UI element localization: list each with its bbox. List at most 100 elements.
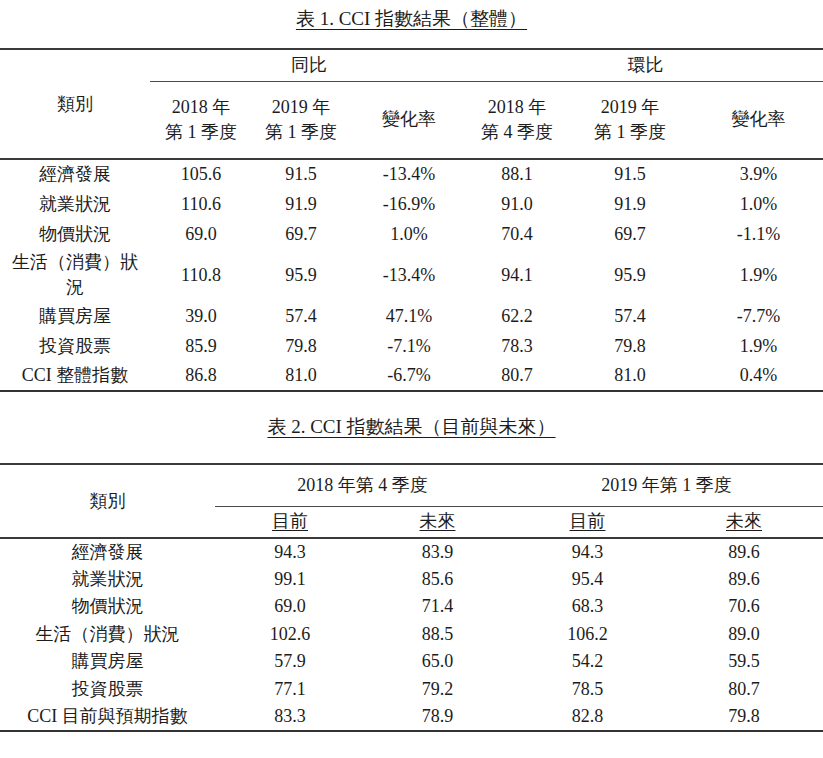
value-cell: 70.4	[468, 219, 566, 249]
col-header: 2018 年 第 4 季度	[468, 81, 566, 159]
value-cell: 83.9	[365, 538, 510, 566]
value-cell: 1.0%	[350, 219, 468, 249]
row-category: 投資股票	[0, 331, 150, 361]
document-page: { "page": { "background": "#ffffff", "in…	[0, 0, 823, 758]
row-category: 經濟發展	[0, 538, 215, 566]
value-cell: 81.0	[566, 361, 694, 391]
col-header: 2019 年 第 1 季度	[252, 81, 350, 159]
value-cell: 110.6	[150, 189, 252, 219]
col-header: 2018 年 第 1 季度	[150, 81, 252, 159]
value-cell: 91.9	[566, 189, 694, 219]
value-cell: 85.9	[150, 331, 252, 361]
value-cell: 94.1	[468, 249, 566, 301]
value-cell: 78.5	[510, 676, 665, 704]
group-header-yoy: 同比	[150, 49, 468, 81]
col-header: 變化率	[350, 81, 468, 159]
value-cell: 89.0	[665, 621, 823, 649]
table2-title-text: 表 2. CCI 指數結果（目前與未來）	[267, 416, 555, 437]
value-cell: 77.1	[215, 676, 365, 704]
table-header-row: 類別 同比 環比	[0, 49, 823, 81]
value-cell: -7.1%	[350, 331, 468, 361]
value-cell: 71.4	[365, 593, 510, 621]
row-category: 物價狀況	[0, 219, 150, 249]
table-row: CCI 目前與預期指數 83.3 78.9 82.8 79.8	[0, 703, 823, 731]
value-cell: 80.7	[665, 676, 823, 704]
table1-title-text: 表 1. CCI 指數結果（整體）	[296, 8, 527, 29]
table2-cci-current-future: 類別 2018 年第 4 季度 2019 年第 1 季度 目前 未來 目前 未來…	[0, 463, 823, 732]
table-row: 經濟發展 105.6 91.5 -13.4% 88.1 91.5 3.9%	[0, 159, 823, 189]
row-category: CCI 整體指數	[0, 361, 150, 391]
value-cell: 69.7	[566, 219, 694, 249]
value-cell: 70.6	[665, 593, 823, 621]
col-header: 目前	[215, 506, 365, 538]
group-header-2018q4: 2018 年第 4 季度	[215, 464, 510, 506]
value-cell: 3.9%	[694, 159, 823, 189]
table-row: 生活（消費）狀 況 110.8 95.9 -13.4% 94.1 95.9 1.…	[0, 249, 823, 301]
value-cell: 0.4%	[694, 361, 823, 391]
value-cell: 105.6	[150, 159, 252, 189]
row-category: CCI 目前與預期指數	[0, 703, 215, 731]
col-header-text: 目前	[570, 511, 606, 531]
value-cell: 79.8	[665, 703, 823, 731]
value-cell: 86.8	[150, 361, 252, 391]
value-cell: 79.8	[566, 331, 694, 361]
value-cell: 79.8	[252, 331, 350, 361]
value-cell: 78.9	[365, 703, 510, 731]
value-cell: 62.2	[468, 301, 566, 331]
value-cell: 47.1%	[350, 301, 468, 331]
value-cell: 80.7	[468, 361, 566, 391]
table-row: 投資股票 77.1 79.2 78.5 80.7	[0, 676, 823, 704]
value-cell: 59.5	[665, 648, 823, 676]
value-cell: 91.9	[252, 189, 350, 219]
table-row: CCI 整體指數 86.8 81.0 -6.7% 80.7 81.0 0.4%	[0, 361, 823, 391]
value-cell: 39.0	[150, 301, 252, 331]
value-cell: 94.3	[510, 538, 665, 566]
value-cell: 95.9	[566, 249, 694, 301]
value-cell: 68.3	[510, 593, 665, 621]
row-category: 購買房屋	[0, 648, 215, 676]
table-header-row: 類別 2018 年第 4 季度 2019 年第 1 季度	[0, 464, 823, 506]
value-cell: 95.9	[252, 249, 350, 301]
table1-title: 表 1. CCI 指數結果（整體）	[0, 6, 823, 32]
row-category: 生活（消費）狀 況	[0, 249, 150, 301]
table2-title: 表 2. CCI 指數結果（目前與未來）	[0, 414, 823, 440]
col-header: 變化率	[694, 81, 823, 159]
group-header-qoq: 環比	[468, 49, 823, 81]
value-cell: 1.9%	[694, 331, 823, 361]
value-cell: 110.8	[150, 249, 252, 301]
table-row: 購買房屋 57.9 65.0 54.2 59.5	[0, 648, 823, 676]
table-row: 就業狀況 110.6 91.9 -16.9% 91.0 91.9 1.0%	[0, 189, 823, 219]
value-cell: 95.4	[510, 566, 665, 594]
value-cell: 83.3	[215, 703, 365, 731]
value-cell: 88.5	[365, 621, 510, 649]
value-cell: 91.0	[468, 189, 566, 219]
value-cell: 78.3	[468, 331, 566, 361]
col-header-text: 目前	[272, 511, 308, 531]
table-row: 購買房屋 39.0 57.4 47.1% 62.2 57.4 -7.7%	[0, 301, 823, 331]
col-header-text: 未來	[420, 511, 456, 531]
value-cell: 82.8	[510, 703, 665, 731]
value-cell: -6.7%	[350, 361, 468, 391]
table-row: 物價狀況 69.0 71.4 68.3 70.6	[0, 593, 823, 621]
value-cell: 69.7	[252, 219, 350, 249]
category-column-header: 類別	[0, 464, 215, 538]
table-row: 物價狀況 69.0 69.7 1.0% 70.4 69.7 -1.1%	[0, 219, 823, 249]
col-header: 2019 年 第 1 季度	[566, 81, 694, 159]
value-cell: -7.7%	[694, 301, 823, 331]
value-cell: 69.0	[150, 219, 252, 249]
col-header: 未來	[365, 506, 510, 538]
col-header: 未來	[665, 506, 823, 538]
category-column-header: 類別	[0, 49, 150, 159]
value-cell: 57.9	[215, 648, 365, 676]
table-row: 經濟發展 94.3 83.9 94.3 89.6	[0, 538, 823, 566]
row-category: 投資股票	[0, 676, 215, 704]
value-cell: 65.0	[365, 648, 510, 676]
row-category: 購買房屋	[0, 301, 150, 331]
value-cell: 57.4	[252, 301, 350, 331]
value-cell: 89.6	[665, 538, 823, 566]
table1-cci-overall: 類別 同比 環比 2018 年 第 1 季度 2019 年 第 1 季度 變化率…	[0, 48, 823, 392]
value-cell: 89.6	[665, 566, 823, 594]
row-category: 就業狀況	[0, 189, 150, 219]
value-cell: 57.4	[566, 301, 694, 331]
value-cell: 102.6	[215, 621, 365, 649]
